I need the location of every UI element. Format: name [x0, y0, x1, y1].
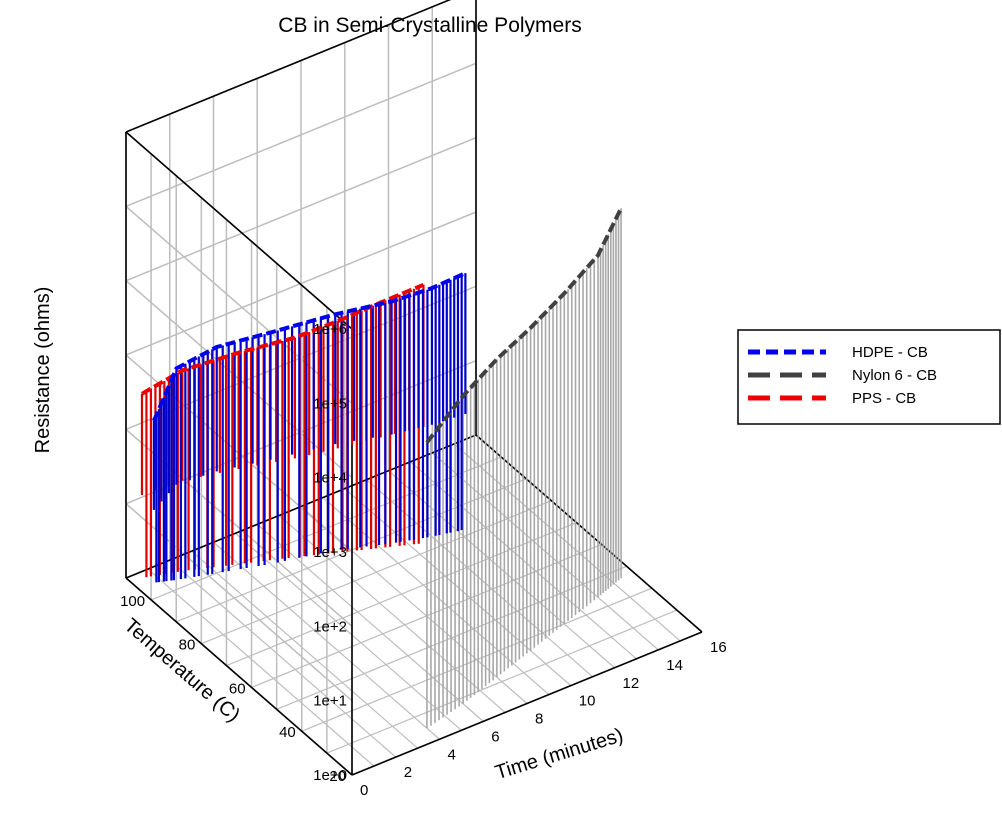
x-tick-label: 4 — [448, 746, 456, 763]
floor-grid-line — [147, 568, 375, 767]
z-tick-label: 1e+3 — [313, 544, 347, 561]
floor-grid-line — [326, 609, 678, 754]
series-curve-hdpe — [152, 271, 467, 422]
chart-title: CB in Semi-Crystalline Polymers — [278, 14, 582, 37]
floor-grid-line — [301, 587, 653, 732]
z-tick-label: 1e+4 — [313, 470, 347, 487]
floor-grid-line — [453, 443, 681, 642]
y-tick-label: 80 — [179, 637, 196, 654]
x-tick-label: 16 — [710, 639, 727, 656]
y-tick-label: 20 — [329, 768, 346, 785]
x-tick-label: 2 — [404, 764, 412, 781]
x-tick-label: 10 — [579, 693, 596, 710]
series-curves — [140, 207, 623, 444]
x-tick-label: 12 — [623, 675, 640, 692]
x-tick-label: 6 — [491, 728, 499, 745]
y-tick-label: 60 — [229, 680, 246, 697]
x-tick-label: 8 — [535, 711, 543, 728]
axis-edge — [475, 434, 703, 633]
z-tick-label: 1e+5 — [313, 395, 347, 412]
series-curve-nylon — [425, 207, 623, 444]
legend-label-pps: PPS - CB — [852, 390, 916, 407]
axis-edge — [125, 577, 353, 776]
floor-grid-line — [344, 488, 572, 687]
legend-label-hdpe: HDPE - CB — [852, 344, 928, 361]
floor-grid-line — [169, 559, 397, 758]
axis-edge — [351, 631, 703, 776]
x-tick-label: 0 — [360, 782, 368, 799]
z-tick-label: 1e+2 — [313, 618, 347, 635]
drop-lines — [140, 208, 622, 729]
floor-grid-line — [234, 532, 462, 731]
tick-labels: 1e+0 1e+1 1e+2 1e+3 1e+4 1e+5 1e+6 20 40 60 80 100 0… — [120, 321, 727, 799]
z-tick-label: 1e+6 — [313, 321, 347, 338]
y-axis-label: Temperature (C) — [120, 614, 244, 726]
y-tick-label: 40 — [279, 724, 296, 741]
y-tick-label: 100 — [120, 593, 145, 610]
axis-edge — [125, 131, 353, 330]
legend: HDPE - CB Nylon 6 - CB PPS - CB — [737, 329, 1001, 425]
z-axis-label: Resistance (ohms) — [32, 287, 54, 454]
floor-grid-line — [191, 550, 419, 749]
x-tick-label: 14 — [666, 657, 683, 674]
floor-grid-line — [256, 523, 484, 722]
x-axis-label: Time (minutes) — [493, 724, 626, 784]
axis-edge — [125, 0, 452, 133]
legend-label-nylon: Nylon 6 - CB — [852, 367, 937, 384]
z-tick-label: 1e+1 — [313, 693, 347, 710]
z-tick-label: 1e+0 — [313, 767, 347, 784]
